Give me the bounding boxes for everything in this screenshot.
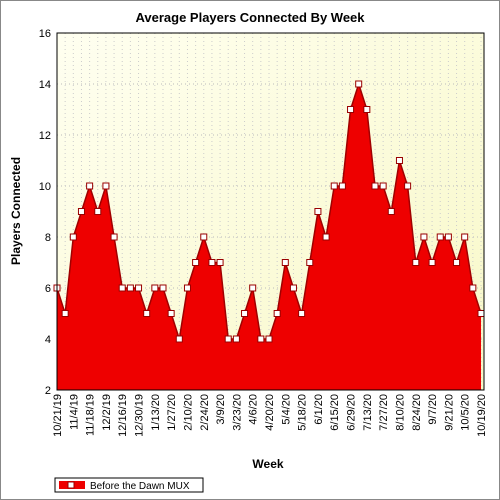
plot-border bbox=[56, 32, 485, 391]
marker bbox=[257, 335, 265, 343]
x-tick-label: 7/13/20 bbox=[362, 394, 374, 431]
marker bbox=[428, 259, 436, 266]
marker bbox=[135, 284, 143, 292]
x-tick-label: 3/23/20 bbox=[231, 394, 243, 431]
y-tick-label: 10 bbox=[39, 181, 51, 193]
marker bbox=[322, 233, 330, 241]
marker bbox=[200, 233, 208, 241]
marker bbox=[265, 335, 273, 343]
marker bbox=[232, 335, 240, 343]
marker bbox=[453, 259, 461, 266]
legend-marker bbox=[67, 481, 75, 489]
marker bbox=[86, 182, 94, 190]
x-tick-label: 10/19/20 bbox=[476, 394, 488, 437]
x-tick-label: 1/27/20 bbox=[166, 394, 178, 431]
marker bbox=[118, 284, 126, 292]
marker bbox=[61, 310, 69, 317]
marker bbox=[192, 259, 200, 266]
x-tick-label: 12/2/19 bbox=[101, 394, 113, 431]
x-tick-label: 7/27/20 bbox=[378, 394, 390, 431]
marker bbox=[289, 284, 297, 292]
y-tick-label: 8 bbox=[45, 232, 51, 244]
marker bbox=[183, 284, 191, 292]
x-tick-label: 4/6/20 bbox=[248, 394, 260, 425]
y-tick-label: 16 bbox=[39, 28, 51, 40]
legend-box bbox=[54, 477, 204, 493]
marker bbox=[241, 310, 249, 317]
marker bbox=[461, 233, 469, 241]
x-tick-label: 8/10/20 bbox=[394, 394, 406, 431]
x-tick-label: 2/24/20 bbox=[199, 394, 211, 431]
marker bbox=[379, 182, 387, 190]
marker bbox=[477, 310, 485, 317]
y-tick-label: 14 bbox=[39, 79, 51, 91]
marker bbox=[420, 233, 428, 241]
marker bbox=[314, 208, 322, 215]
legend-label: Before the Dawn MUX bbox=[90, 481, 190, 492]
y-tick-label: 12 bbox=[39, 130, 51, 142]
marker bbox=[143, 310, 151, 317]
x-tick-label: 12/16/19 bbox=[117, 394, 129, 437]
marker bbox=[224, 335, 232, 343]
marker bbox=[395, 157, 403, 164]
marker bbox=[338, 182, 346, 190]
marker bbox=[347, 106, 355, 113]
area bbox=[57, 84, 481, 390]
x-tick-label: 8/24/20 bbox=[411, 394, 423, 431]
marker bbox=[77, 208, 85, 215]
marker bbox=[249, 284, 257, 292]
x-tick-label: 3/9/20 bbox=[215, 394, 227, 425]
marker bbox=[298, 310, 306, 317]
y-tick-label: 4 bbox=[45, 334, 51, 346]
marker bbox=[387, 208, 395, 215]
marker bbox=[126, 284, 134, 292]
x-tick-label: 5/18/20 bbox=[297, 394, 309, 431]
marker bbox=[94, 208, 102, 215]
marker bbox=[175, 335, 183, 343]
marker bbox=[208, 259, 216, 266]
x-tick-label: 1/13/20 bbox=[150, 394, 162, 431]
marker bbox=[412, 259, 420, 266]
marker bbox=[281, 259, 289, 266]
x-tick-label: 9/21/20 bbox=[443, 394, 455, 431]
y-tick-label: 6 bbox=[45, 283, 51, 295]
marker bbox=[102, 182, 110, 190]
marker bbox=[110, 233, 118, 241]
marker bbox=[69, 233, 77, 241]
x-tick-label: 2/10/20 bbox=[182, 394, 194, 431]
marker bbox=[444, 233, 452, 241]
marker bbox=[167, 310, 175, 317]
marker bbox=[469, 284, 477, 292]
x-tick-label: 6/1/20 bbox=[313, 394, 325, 425]
marker bbox=[363, 106, 371, 113]
x-tick-label: 5/4/20 bbox=[280, 394, 292, 425]
y-tick-label: 2 bbox=[45, 385, 51, 397]
x-tick-label: 6/15/20 bbox=[329, 394, 341, 431]
x-tick-label: 6/29/20 bbox=[346, 394, 358, 431]
marker bbox=[355, 80, 363, 88]
x-tick-label: 10/5/20 bbox=[460, 394, 472, 431]
marker bbox=[371, 182, 379, 190]
marker bbox=[273, 310, 281, 317]
x-axis-label: Week bbox=[252, 457, 283, 471]
marker bbox=[151, 284, 159, 292]
chart-title: Average Players Connected By Week bbox=[135, 10, 365, 25]
y-axis-label: Players Connected bbox=[9, 157, 23, 265]
marker bbox=[330, 182, 338, 190]
x-tick-label: 9/7/20 bbox=[427, 394, 439, 425]
marker bbox=[404, 182, 412, 190]
x-tick-label: 10/21/19 bbox=[52, 394, 64, 437]
x-tick-label: 4/20/20 bbox=[264, 394, 276, 431]
marker bbox=[159, 284, 167, 292]
marker bbox=[436, 233, 444, 241]
marker bbox=[216, 259, 224, 266]
x-tick-label: 11/4/19 bbox=[68, 394, 80, 430]
x-tick-label: 11/18/19 bbox=[85, 394, 97, 436]
marker bbox=[306, 259, 314, 266]
x-tick-label: 12/30/19 bbox=[134, 394, 146, 437]
legend: Before the Dawn MUX bbox=[54, 477, 204, 493]
